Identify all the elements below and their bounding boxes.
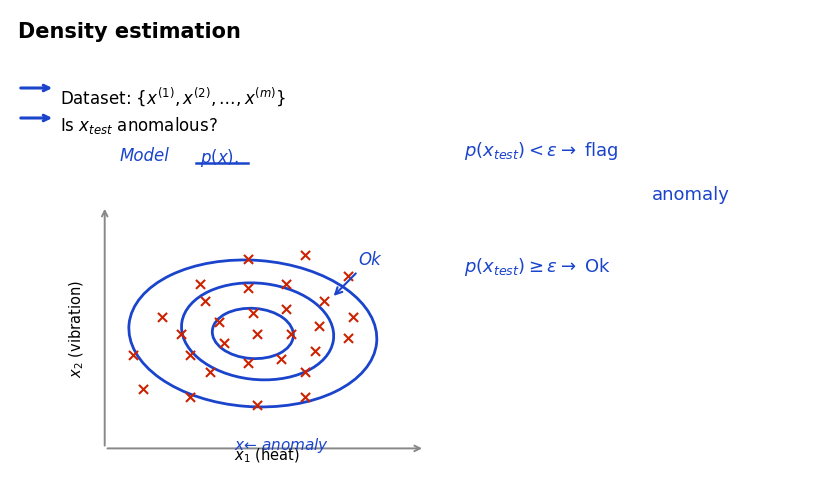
Text: Model: Model [120, 147, 170, 165]
Text: Is $x_{test}$ anomalous?: Is $x_{test}$ anomalous? [60, 115, 218, 136]
Text: ×: × [346, 310, 361, 328]
Text: ×: × [297, 247, 313, 265]
Text: ×: × [278, 301, 294, 320]
Text: ×: × [198, 293, 213, 311]
Text: $p(x_{test}) < \varepsilon \rightarrow$ flag: $p(x_{test}) < \varepsilon \rightarrow$ … [464, 140, 618, 162]
Text: ×: × [283, 327, 298, 344]
Text: ×: × [341, 268, 356, 286]
Text: Dataset: $\{x^{(1)}, x^{(2)}, \ldots, x^{(m)}\}$: Dataset: $\{x^{(1)}, x^{(2)}, \ldots, x^… [60, 85, 286, 108]
Text: ×: × [240, 251, 256, 269]
Text: ×: × [183, 347, 199, 366]
Text: $p(x)$.: $p(x)$. [200, 147, 238, 169]
Text: ×: × [193, 276, 208, 294]
Text: ×: × [297, 364, 313, 382]
Text: $p(x_{test}) \geq \varepsilon \rightarrow$ Ok: $p(x_{test}) \geq \varepsilon \rightarro… [464, 256, 611, 279]
Text: ×: × [155, 310, 170, 328]
Text: ×: × [250, 398, 265, 415]
Text: ×: × [245, 306, 260, 324]
Text: anomaly: anomaly [652, 186, 730, 204]
Text: ×: × [341, 330, 356, 349]
Text: ×: × [312, 318, 327, 336]
Text: ×: × [274, 352, 289, 370]
Text: Density estimation: Density estimation [18, 22, 241, 42]
Text: ×: × [297, 389, 313, 407]
Text: ×: × [307, 343, 322, 361]
Text: ×: × [212, 314, 227, 332]
Text: $x_2$ (vibration): $x_2$ (vibration) [68, 281, 86, 378]
Text: ×: × [202, 364, 218, 382]
Text: ×: × [240, 356, 256, 374]
Text: $x_1$ (heat): $x_1$ (heat) [234, 447, 300, 465]
Text: ×: × [278, 276, 294, 294]
Text: ×: × [125, 347, 141, 366]
Text: $x$← anomaly: $x$← anomaly [234, 436, 329, 454]
Text: ×: × [217, 335, 232, 353]
Text: Ok: Ok [335, 250, 381, 294]
Text: ×: × [250, 327, 265, 344]
Text: ×: × [240, 281, 256, 298]
Text: ×: × [135, 381, 150, 399]
Text: ×: × [317, 293, 332, 311]
Text: ×: × [183, 389, 199, 407]
Text: ×: × [174, 327, 189, 344]
